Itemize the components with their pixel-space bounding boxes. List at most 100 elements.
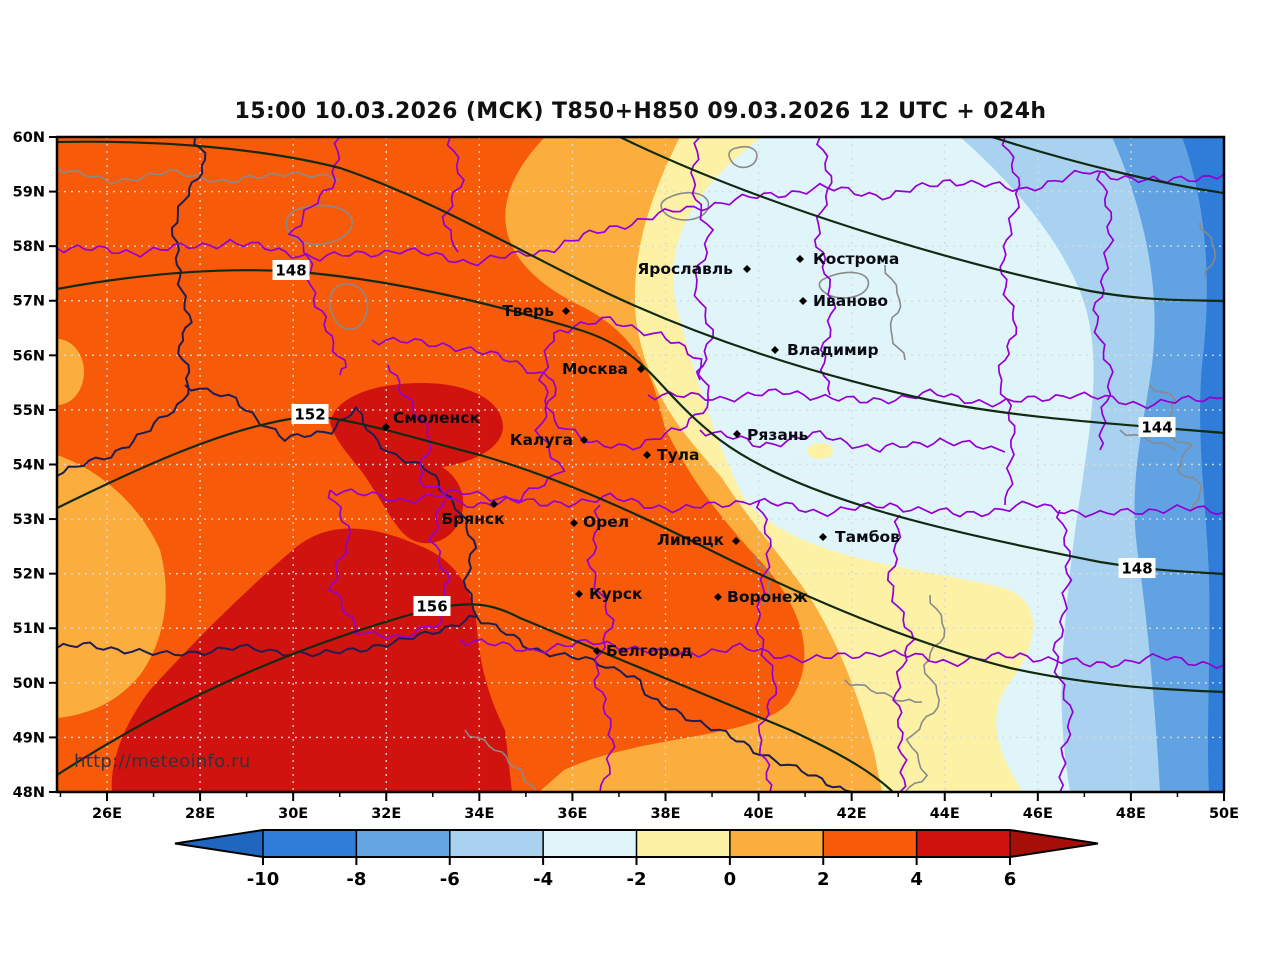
city-marker <box>575 590 583 598</box>
city-label: Брянск <box>441 510 505 528</box>
contour-label-value: 152 <box>294 406 325 424</box>
region-border-16 <box>1092 171 1115 451</box>
river-4 <box>1199 221 1216 279</box>
city-label: Тверь <box>502 302 554 320</box>
city-label: Ярославль <box>637 260 733 278</box>
lon-axis-label: 32E <box>371 806 401 822</box>
contour-label-box <box>272 260 310 280</box>
region-border-0 <box>57 169 1224 267</box>
lat-axis-label: 49N <box>13 730 45 746</box>
lat-axis-label: 57N <box>13 294 45 310</box>
lat-axis-label: 48N <box>13 785 45 801</box>
contour-152 <box>57 414 1224 694</box>
colorbar-tick-label: 4 <box>910 869 923 890</box>
city-label: Москва <box>562 360 628 378</box>
contour-label-box <box>413 596 451 616</box>
lat-axis-label: 60N <box>13 130 45 146</box>
map-area: 148 152 156 144 148 Ярославль Кострома Тверь Ива… <box>57 137 1224 792</box>
contour-label-value: 144 <box>1141 419 1172 437</box>
lon-axis-label: 42E <box>837 806 867 822</box>
city-marker <box>382 423 390 431</box>
colorbar-tick-label: -2 <box>627 869 647 890</box>
contour-label-box <box>1118 558 1156 578</box>
contour-label-value: 148 <box>1121 560 1152 578</box>
lat-axis-label: 55N <box>13 403 45 419</box>
river-1 <box>884 264 906 361</box>
lat-axis-label: 54N <box>13 457 45 473</box>
lake-1 <box>328 283 369 331</box>
city-label: Липецк <box>657 531 724 549</box>
region-border-5 <box>647 388 1224 410</box>
city-layer: Ярославль Кострома Тверь Иваново Владимир Мос… <box>382 250 900 660</box>
contour-labels: 148 152 156 144 148 <box>272 260 1176 616</box>
region-border-1 <box>287 137 348 376</box>
colorbar-tick-label: 0 <box>724 869 737 890</box>
country-border-2 <box>476 616 853 792</box>
city-label: Рязань <box>747 426 808 444</box>
city-label: Смоленск <box>393 409 480 427</box>
contour-label-value: 148 <box>275 262 306 280</box>
lon-axis-label: 50E <box>1209 806 1239 822</box>
colorbar-tick-label: -4 <box>533 869 553 890</box>
lon-axis-label: 46E <box>1023 806 1053 822</box>
lon-axis-label: 26E <box>92 806 122 822</box>
lat-axis-label: 51N <box>13 621 45 637</box>
region-border-7 <box>371 336 566 509</box>
region-border-9 <box>459 638 1224 670</box>
city-label: Курск <box>589 585 643 603</box>
west-yellow-patch-north <box>57 339 84 405</box>
colorbar-tick-label: -10 <box>247 869 280 890</box>
colorbar-tick-label: -8 <box>346 869 366 890</box>
city-marker <box>643 451 651 459</box>
country-border-3 <box>57 614 478 658</box>
city-marker <box>580 436 588 444</box>
contour-156 <box>57 603 894 792</box>
region-border-12 <box>886 514 915 792</box>
country-border-0 <box>57 137 207 477</box>
city-marker <box>562 307 570 315</box>
city-marker <box>714 593 722 601</box>
city-marker <box>796 255 804 263</box>
city-marker <box>732 537 740 545</box>
axes: 60N 59N 58N 57N 56N 55N 54N 53N 52N 51N 50N 49N 48N 2… <box>13 130 1239 822</box>
lat-axis-label: 59N <box>13 185 45 201</box>
city-marker <box>819 533 827 541</box>
lat-axis-label: 53N <box>13 512 45 528</box>
colorbar-segment <box>263 830 357 857</box>
colorbar-segment <box>636 830 730 857</box>
west-yellow-patch-south <box>57 455 166 718</box>
region-border-2 <box>690 137 715 381</box>
lon-axis-label: 34E <box>464 806 494 822</box>
contour-140 <box>619 137 1224 303</box>
region-border-10 <box>586 504 616 792</box>
colorbar: -10 -8 -6 -4 -2 0 2 4 6 <box>174 829 1099 890</box>
lake-2 <box>660 192 710 221</box>
region-border-4 <box>997 137 1021 506</box>
warm-core-southwest <box>111 528 512 792</box>
region-border-8 <box>329 488 1224 518</box>
region-border-15 <box>327 489 451 640</box>
page-title: 15:00 10.03.2026 (МСК) T850+H850 09.03.2… <box>234 99 1047 124</box>
river-7 <box>464 729 537 791</box>
city-marker <box>490 500 498 508</box>
city-label: Тамбов <box>835 528 900 546</box>
lon-axis-label: 38E <box>650 806 680 822</box>
river-3 <box>1119 429 1176 451</box>
city-marker <box>733 430 741 438</box>
river-5 <box>904 594 946 792</box>
colorbar-arrow-right <box>1010 830 1098 857</box>
city-marker <box>799 297 807 305</box>
region-border-11 <box>754 499 778 792</box>
city-label: Калуга <box>510 431 573 449</box>
colorbar-tick-label: 6 <box>1004 869 1017 890</box>
colorbar-segment <box>356 830 450 857</box>
lon-axis-label: 48E <box>1116 806 1146 822</box>
lat-axis-label: 52N <box>13 567 45 583</box>
lon-axis-label: 30E <box>278 806 308 822</box>
city-marker <box>593 647 601 655</box>
region-border-17 <box>441 137 466 253</box>
lon-axis-label: 40E <box>744 806 774 822</box>
colorbar-tick-label: 2 <box>817 869 830 890</box>
city-label: Иваново <box>813 292 888 310</box>
